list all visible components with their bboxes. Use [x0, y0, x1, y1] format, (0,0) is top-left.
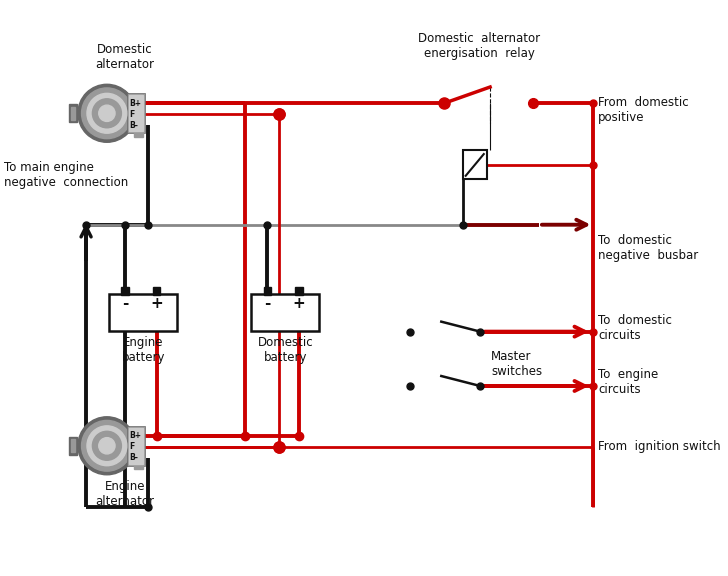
Text: Engine
alternator: Engine alternator: [95, 480, 154, 508]
Text: Master
switches: Master switches: [491, 350, 542, 378]
Text: To  engine
circuits: To engine circuits: [598, 368, 658, 396]
Circle shape: [99, 438, 115, 454]
Bar: [153, 287, 160, 295]
Text: From  ignition switch: From ignition switch: [598, 440, 721, 453]
Text: Engine
battery: Engine battery: [122, 336, 165, 364]
Text: Domestic  alternator
energisation  relay: Domestic alternator energisation relay: [418, 32, 540, 60]
Bar: [134, 130, 143, 137]
Circle shape: [78, 84, 136, 142]
Circle shape: [82, 88, 132, 139]
Circle shape: [87, 426, 127, 466]
Text: To main engine
negative  connection: To main engine negative connection: [4, 161, 128, 190]
Circle shape: [82, 420, 132, 471]
Text: From  domestic
positive: From domestic positive: [598, 96, 689, 124]
Text: To  domestic
negative  busbar: To domestic negative busbar: [598, 234, 698, 262]
Bar: [127, 426, 145, 466]
Text: B-: B-: [130, 453, 138, 462]
Text: +: +: [293, 296, 305, 311]
Circle shape: [78, 417, 136, 475]
Bar: [69, 104, 77, 122]
Circle shape: [92, 431, 122, 460]
Bar: [69, 437, 77, 455]
Bar: [71, 107, 75, 120]
Text: B+: B+: [130, 431, 141, 440]
Bar: [251, 294, 320, 331]
Text: F: F: [130, 109, 135, 119]
Text: B+: B+: [130, 99, 141, 108]
Text: F: F: [130, 442, 135, 451]
Bar: [122, 287, 129, 295]
Bar: [109, 294, 177, 331]
Circle shape: [99, 105, 115, 122]
Bar: [127, 93, 145, 133]
Text: +: +: [151, 296, 163, 311]
Text: B-: B-: [130, 120, 138, 130]
Bar: [264, 287, 271, 295]
Bar: [296, 287, 303, 295]
Bar: [134, 462, 143, 469]
Bar: [129, 427, 143, 464]
Bar: [463, 150, 486, 179]
Text: -: -: [264, 296, 271, 311]
Text: -: -: [122, 296, 128, 311]
Circle shape: [87, 93, 127, 133]
Text: Domestic
battery: Domestic battery: [258, 336, 313, 364]
Bar: [71, 439, 75, 452]
Bar: [129, 95, 143, 131]
Circle shape: [92, 99, 122, 128]
Text: Domestic
alternator: Domestic alternator: [95, 43, 154, 71]
Text: To  domestic
circuits: To domestic circuits: [598, 313, 672, 342]
